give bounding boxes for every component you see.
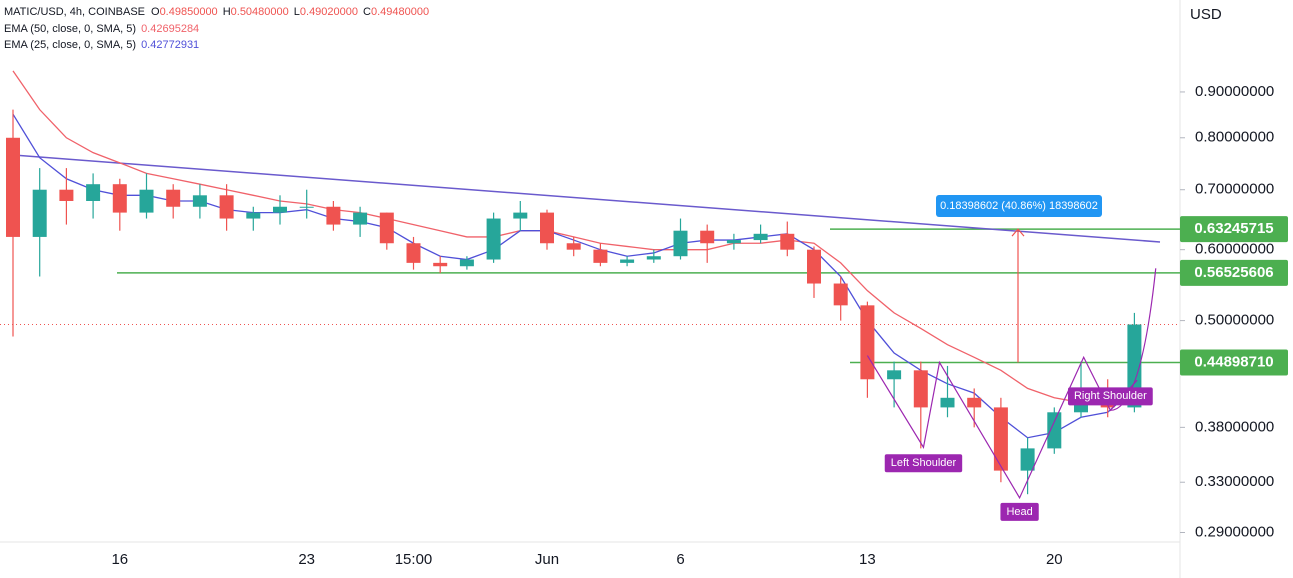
level-tag-label: 0.63245715 [1194,220,1273,237]
indicator-legend: EMA (50, close, 0, SMA, 5) 0.42695284 [4,23,199,35]
candle-body [700,230,715,244]
pattern-label-box [884,454,963,473]
candle-body [219,195,234,219]
candle-body [807,249,821,284]
candle-body [673,230,688,257]
ohlc-label: O [151,6,160,18]
x-tick-label: Jun [535,551,559,568]
candle-body [726,240,741,244]
candle-body [192,195,207,207]
x-tick-label: 13 [859,551,876,568]
candle-body [59,189,74,201]
candle-body [6,137,20,237]
ohlc-label: H [223,6,231,18]
indicator-value: 0.42772931 [141,39,199,51]
candle-body [1020,448,1035,471]
candle-body [513,212,528,219]
pattern-label-box [1000,502,1039,521]
currency-label: USD [1190,6,1222,23]
candle-body [1047,412,1062,449]
y-tick-label: 0.90000000 [1195,83,1274,100]
candle-body [406,243,421,263]
x-tick-label: 23 [298,551,315,568]
candle-body [139,189,154,213]
pattern-label-text: Head [1006,506,1032,518]
candle-body [166,189,181,207]
candle-body [887,370,902,380]
y-tick-label: 0.50000000 [1195,312,1274,329]
candle-body [993,407,1008,471]
pattern-label-box [1067,387,1153,406]
ohlc-value: 0.50480000 [231,6,289,18]
indicator-legend: EMA (25, close, 0, SMA, 5) 0.42772931 [4,39,199,51]
y-tick-label: 0.70000000 [1195,181,1274,198]
header-bg [0,2,430,52]
candle-body [833,283,848,306]
indicator-name: EMA (50, close, 0, SMA, 5) [4,23,136,35]
candle-body [566,243,581,250]
ohlc-value: 0.49020000 [300,6,358,18]
level-tag-label: 0.56525606 [1194,264,1273,281]
candle-body [353,212,368,225]
candle-body [753,233,768,241]
candle-body [620,259,635,263]
level-tag [1180,259,1288,286]
candle-body [780,233,795,250]
x-tick-label: 16 [111,551,128,568]
indicator-name: EMA (25, close, 0, SMA, 5) [4,39,136,51]
candle-body [593,249,608,263]
candle-body [486,218,501,260]
level-tag [1180,349,1288,376]
ohlc-value: 0.49480000 [371,6,429,18]
candle-body [299,206,314,208]
symbol: MATIC/USD, 4h, COINBASE [4,6,145,18]
candle-body [326,206,341,225]
candle-body [112,184,127,213]
candle-body [86,184,101,201]
y-tick-label: 0.60000000 [1195,241,1274,258]
trendline [14,154,1161,243]
y-tick-label: 0.38000000 [1195,418,1274,435]
ohlc-value: 0.49850000 [160,6,218,18]
indicator-value: 0.42695284 [141,23,199,35]
y-tick-label: 0.33000000 [1195,473,1274,490]
candle-body [540,212,554,244]
candle-body [940,397,955,408]
candle-body [246,212,261,219]
candle-body [646,256,661,260]
pattern-label: Left Shoulder [884,454,963,473]
measure-box [936,195,1102,217]
ema-line [12,70,1135,404]
y-tick-label: 0.80000000 [1195,129,1274,146]
pattern-label-text: Left Shoulder [891,457,957,469]
candle-body [860,305,875,380]
candle-body [379,212,394,244]
pattern-label: Right Shoulder [1067,387,1153,406]
projection-line [1110,268,1157,411]
candle-body [433,262,448,267]
pattern-label-text: Right Shoulder [1074,390,1147,402]
candle-body [459,259,474,267]
header-symbol: MATIC/USD, 4h, COINBASE O0.49850000 H0.504… [4,6,429,18]
candle-body [967,397,982,408]
x-tick-label: 6 [676,551,684,568]
candle-body [913,370,928,408]
ohlc-label: C [363,6,371,18]
y-tick-label: 0.29000000 [1195,523,1274,540]
candle-body [32,189,47,237]
level-tag [1180,216,1288,243]
ohlc-label: L [294,6,300,18]
level-tag-label: 0.44898710 [1194,353,1273,370]
measure-arrowhead [1011,228,1025,237]
pattern-label: Head [1000,502,1039,521]
x-tick-label: 15:00 [395,551,433,568]
measure-label: 0.18398602 (40.86%) 18398602 [940,200,1098,212]
x-tick-label: 20 [1046,551,1063,568]
candle-body [273,206,287,213]
